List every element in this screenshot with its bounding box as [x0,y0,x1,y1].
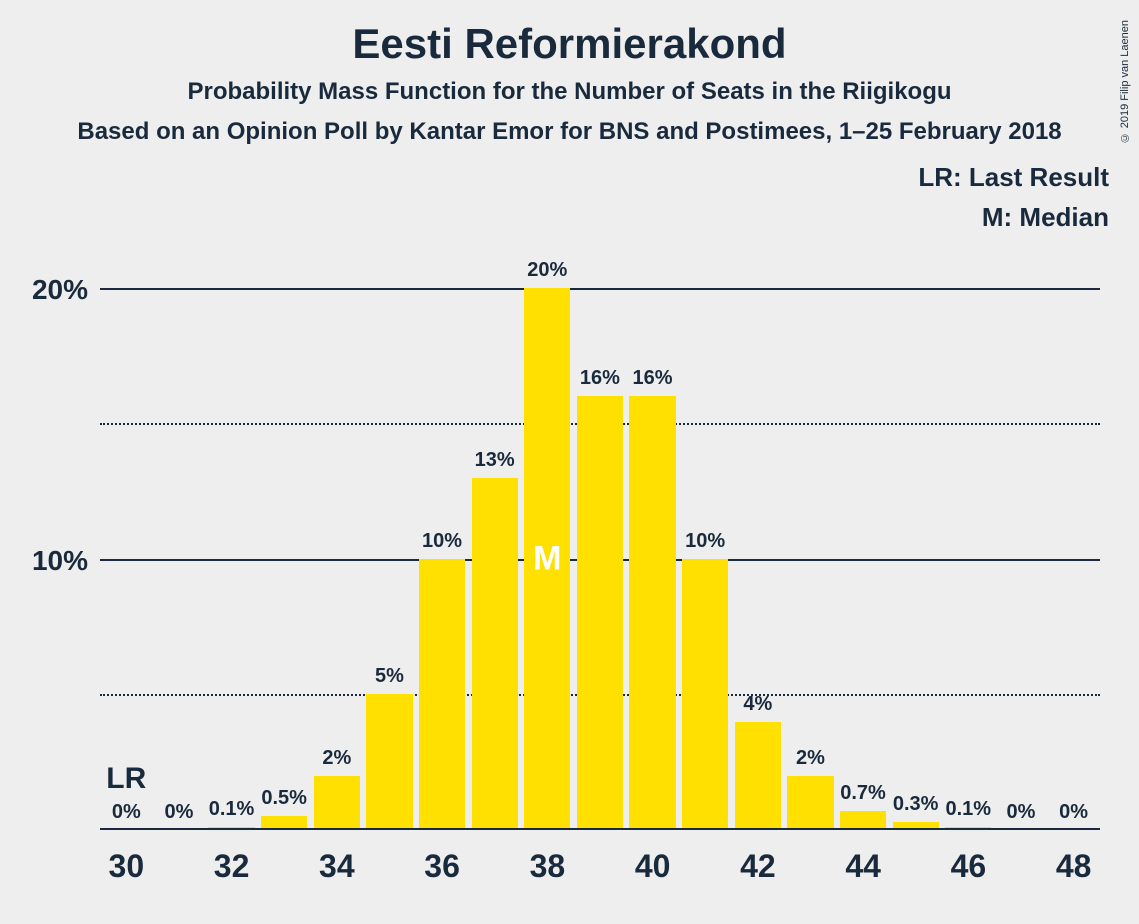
copyright-text: © 2019 Filip van Laenen [1119,20,1131,143]
chart-title: Eesti Reformierakond [0,20,1139,68]
bar-slot: 0.1% [205,220,258,830]
bar-value-label: 0% [1006,801,1035,824]
bar-slot: 20% M [521,220,574,830]
bar: 5% [366,694,412,830]
bars-group: 0%LR0%0.1%0.5%2%5%10%13%20%M16%16%10%4%2… [100,220,1100,830]
x-tick-label: 46 [951,848,987,885]
bar-value-label: 16% [580,367,620,390]
x-tick-label: 44 [845,848,881,885]
median-marker: M [533,539,561,578]
bar-value-label: 0.1% [209,798,255,821]
bar-value-label: 4% [743,693,772,716]
bar-slot: 2% [311,220,364,830]
bar-slot: 2% [784,220,837,830]
bar: 20%M [524,288,570,830]
x-tick-label: 34 [319,848,355,885]
bar-value-label: 0% [164,801,193,824]
y-tick-label: 20% [32,274,88,306]
x-tick-label: 48 [1056,848,1092,885]
bar-slot: 0.5% [258,220,311,830]
x-tick-label: 38 [530,848,566,885]
bar: 2% [787,776,833,830]
chart-subtitle-2: Based on an Opinion Poll by Kantar Emor … [0,118,1139,146]
bar: 2% [314,776,360,830]
bar-value-label: 2% [322,747,351,770]
bar-value-label: 10% [422,530,462,553]
bar: 10% [419,559,465,830]
bar-slot: 0% [153,220,206,830]
bar-slot: 0.7% [837,220,890,830]
bar-slot: 13% [468,220,521,830]
bar-value-label: 16% [633,367,673,390]
chart-container: Eesti Reformierakond Probability Mass Fu… [0,0,1139,924]
bar-slot: 0% [1047,220,1100,830]
bar-slot: 16% [626,220,679,830]
chart-subtitle-1: Probability Mass Function for the Number… [0,78,1139,106]
bar-slot: 4% [732,220,785,830]
bar: 10% [682,559,728,830]
bar: 16% [577,396,623,830]
bar-slot: 0% LR [100,220,153,830]
bar-value-label: 5% [375,665,404,688]
bar-value-label: 0.3% [893,793,939,816]
x-tick-label: 42 [740,848,776,885]
last-result-marker: LR [106,762,146,796]
plot-area: 20%10% 0%LR0%0.1%0.5%2%5%10%13%20%M16%16… [100,220,1100,830]
y-tick-label: 10% [32,545,88,577]
bar-value-label: 0.5% [261,787,307,810]
bar-value-label: 2% [796,747,825,770]
bar: 16% [629,396,675,830]
bar-slot: 16% [574,220,627,830]
legend-lr: LR: Last Result [918,162,1109,193]
x-tick-label: 32 [214,848,250,885]
bar-value-label: 0.1% [946,798,992,821]
bar-value-label: 13% [475,449,515,472]
bar-slot: 0% [995,220,1048,830]
bar-value-label: 0.7% [840,782,886,805]
bar-slot: 10% [679,220,732,830]
bar-value-label: 0% [1059,801,1088,824]
x-tick-label: 36 [424,848,460,885]
bar-value-label: 10% [685,530,725,553]
bar-value-label: 0% [112,801,141,824]
bar: 13% [472,478,518,830]
bar-value-label: 20% [527,259,567,282]
bar-slot: 10% [416,220,469,830]
bar-slot: 0.1% [942,220,995,830]
bar-slot: 0.3% [889,220,942,830]
bar-slot: 5% [363,220,416,830]
bar: 4% [735,722,781,830]
x-tick-label: 40 [635,848,671,885]
x-tick-label: 30 [109,848,145,885]
x-axis-line [100,828,1100,830]
